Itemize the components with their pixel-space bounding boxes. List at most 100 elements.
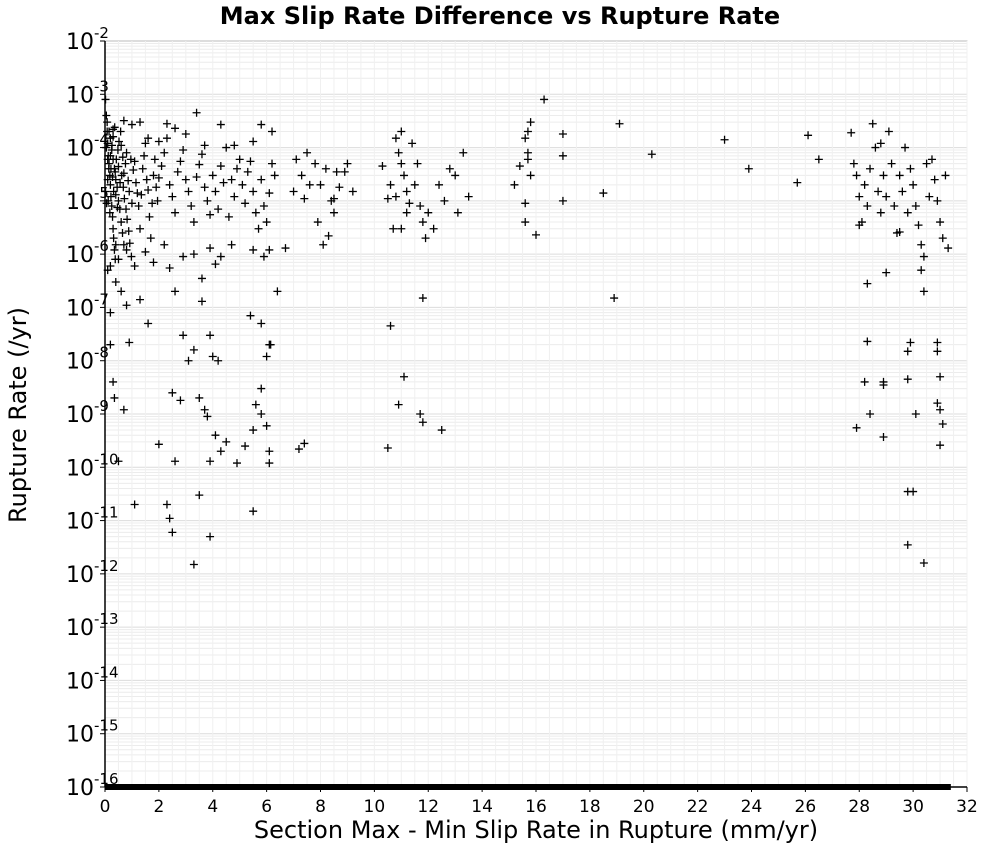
data-point (106, 308, 115, 317)
data-point (249, 507, 258, 516)
data-point (154, 173, 163, 182)
data-point (104, 164, 113, 173)
data-point (214, 205, 223, 214)
data-point (138, 164, 147, 173)
data-point (227, 240, 236, 249)
data-point (400, 171, 409, 180)
data-point (195, 491, 204, 500)
data-point (176, 157, 185, 166)
data-point (874, 187, 883, 196)
data-point (903, 540, 912, 549)
data-point (879, 377, 888, 386)
data-point (230, 141, 239, 150)
y-tick-label: 10-3 (66, 77, 109, 108)
data-point (216, 120, 225, 129)
data-point (847, 128, 856, 137)
data-point (933, 347, 942, 356)
data-point (429, 224, 438, 233)
data-point (335, 183, 344, 192)
y-axis-label: Rupture Rate (/yr) (4, 307, 32, 523)
data-point (305, 180, 314, 189)
x-tick-labels: 0 2 4 6 8 10 12 14 16 18 20 22 24 26 28 30 32 (100, 797, 978, 817)
x-tick-label: 16 (525, 797, 547, 817)
data-point (181, 129, 190, 138)
data-point (933, 338, 942, 347)
data-point (510, 180, 519, 189)
data-point (526, 118, 535, 127)
data-point (257, 120, 266, 129)
data-point (863, 337, 872, 346)
data-point (206, 457, 215, 466)
data-point (386, 180, 395, 189)
data-point (919, 287, 928, 296)
data-point (300, 194, 309, 203)
data-point (189, 345, 198, 354)
data-point (521, 199, 530, 208)
data-point (119, 116, 128, 125)
data-point (405, 199, 414, 208)
data-point (852, 171, 861, 180)
data-point (110, 245, 119, 254)
data-point (243, 167, 252, 176)
data-point (114, 255, 123, 264)
data-point (179, 331, 188, 340)
data-point (189, 218, 198, 227)
data-point (887, 159, 896, 168)
data-point (855, 221, 864, 230)
data-point (103, 175, 112, 184)
data-point (389, 224, 398, 233)
data-point (106, 192, 115, 201)
data-point (311, 159, 320, 168)
data-point (200, 183, 209, 192)
data-point (126, 155, 135, 164)
data-point (521, 134, 530, 143)
data-point (558, 129, 567, 138)
data-point (744, 164, 753, 173)
data-point (230, 192, 239, 201)
x-tick-label: 18 (579, 797, 601, 817)
data-point (125, 338, 134, 347)
data-point (106, 151, 115, 160)
data-point (211, 431, 220, 440)
data-point (130, 500, 139, 509)
data-point (136, 224, 145, 233)
data-point (122, 245, 131, 254)
data-point (925, 192, 934, 201)
data-point (114, 196, 123, 205)
data-point (122, 148, 131, 157)
data-point (394, 148, 403, 157)
data-point (515, 162, 524, 171)
x-tick-label: 0 (100, 797, 111, 817)
data-point (219, 178, 228, 187)
y-tick-label: 10-10 (66, 450, 119, 481)
data-point (216, 252, 225, 261)
data-point (162, 119, 171, 128)
data-point (863, 202, 872, 211)
data-point (383, 444, 392, 453)
data-point (866, 410, 875, 418)
data-point (171, 287, 180, 296)
data-point (120, 194, 129, 203)
data-point (246, 157, 255, 166)
data-point (866, 164, 875, 173)
data-point (140, 151, 149, 160)
data-point (152, 183, 161, 192)
data-point (195, 393, 204, 402)
data-point (200, 405, 209, 414)
data-point (300, 439, 309, 448)
data-point (914, 221, 923, 230)
data-point (453, 208, 462, 217)
data-point (165, 263, 174, 272)
data-point (197, 150, 206, 159)
data-point (113, 146, 122, 155)
data-point (116, 178, 125, 187)
data-point (154, 137, 163, 146)
data-point (249, 187, 258, 196)
data-point (111, 278, 120, 287)
data-point (400, 372, 409, 381)
data-point (930, 175, 939, 184)
data-point (903, 347, 912, 356)
data-point (523, 155, 532, 164)
data-point (936, 372, 945, 381)
